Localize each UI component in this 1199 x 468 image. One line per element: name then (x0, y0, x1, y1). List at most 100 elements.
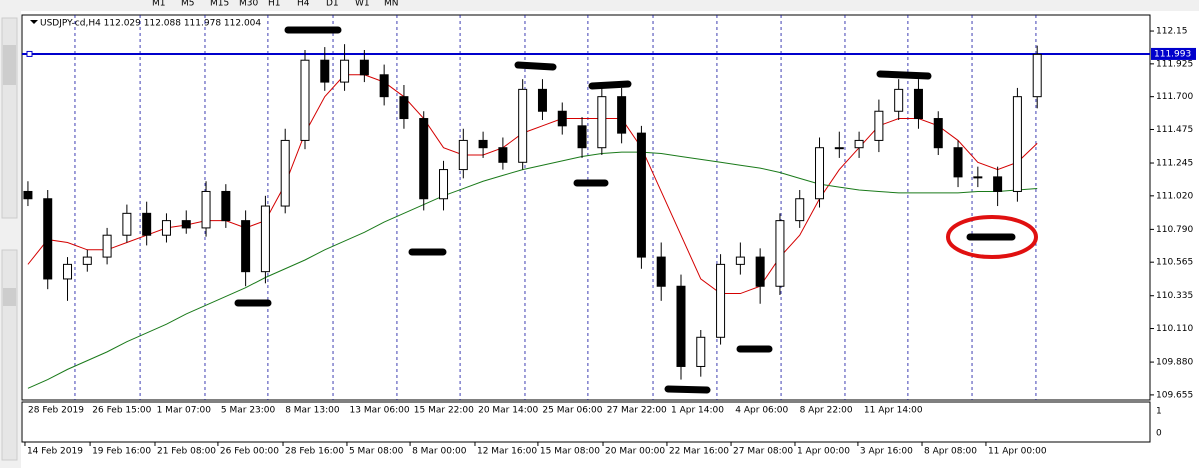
timeframe-button[interactable]: H4 (297, 0, 310, 9)
candle-body (854, 139, 864, 149)
y-tick-label: 110.565 (1156, 258, 1193, 268)
candle-body (775, 220, 785, 287)
candle-body (122, 212, 132, 236)
subwindow-time-label: 28 Feb 2019 (28, 406, 84, 416)
candle-body (834, 147, 844, 150)
candle-body (815, 147, 825, 200)
candle-body (399, 96, 409, 120)
x-tick-label: 15 Mar 08:00 (540, 447, 600, 457)
plot: 112.15 111.925 111.700 111.475 111.245 111.02… (22, 15, 1196, 457)
timeframe-button[interactable]: M1 (152, 0, 166, 9)
candle-body (676, 285, 686, 367)
candle-body (933, 118, 943, 149)
candle-body (874, 110, 884, 141)
candle-body (439, 169, 449, 200)
candle-body (518, 88, 528, 163)
candle-body (735, 256, 745, 265)
subwindow-time-label: 1 Mar 07:00 (157, 406, 212, 416)
scroll-thumb[interactable] (3, 45, 16, 85)
price-pane (21, 14, 1151, 401)
candle-body (241, 220, 251, 273)
x-tick-label: 27 Mar 08:00 (733, 447, 793, 457)
marker (514, 61, 557, 71)
subwindow-time-label: 13 Mar 06:00 (350, 406, 410, 416)
candle-body (973, 176, 983, 179)
x-tick-label: 3 Apr 16:00 (860, 447, 913, 457)
price-label: 111.993 (1154, 49, 1191, 59)
candle-body (201, 190, 211, 229)
x-tick-label: 5 Mar 08:00 (349, 447, 404, 457)
candle-body (63, 263, 73, 280)
y-tick-label: 111.700 (1156, 92, 1193, 102)
candle-body (1032, 53, 1042, 98)
candle-body (557, 110, 567, 127)
indicator-pane (21, 401, 1151, 443)
x-tick-label: 19 Feb 16:00 (92, 447, 151, 457)
x-tick-label: 21 Feb 08:00 (157, 447, 216, 457)
x-tick-label: 8 Mar 00:00 (412, 447, 467, 457)
candle-body (716, 263, 726, 338)
candle-body (419, 118, 429, 200)
timeframe-button[interactable]: H1 (268, 0, 281, 9)
timeframe-button[interactable]: W1 (355, 0, 370, 9)
subwindow-tick-label: 1 (1156, 407, 1162, 417)
subwindow-time-label: 27 Mar 22:00 (607, 406, 667, 416)
candle-body (755, 256, 765, 287)
candle-body (498, 147, 508, 163)
y-tick-label: 112.15 (1156, 27, 1188, 37)
annotations (234, 26, 1016, 394)
subwindow-time-label: 25 Mar 06:00 (542, 406, 602, 416)
x-tick-label: 8 Apr 08:00 (924, 447, 977, 457)
timeframe-button[interactable]: MN (384, 0, 399, 9)
moving-average (27, 74, 1038, 295)
y-tick-label: 110.110 (1156, 324, 1193, 334)
y-tick-label: 111.475 (1156, 125, 1193, 135)
y-tick-label: 109.655 (1156, 390, 1193, 400)
candle-body (953, 147, 963, 178)
candle-body (537, 88, 547, 112)
x-tick-label: 1 Apr 00:00 (797, 447, 850, 457)
scroll-thumb[interactable] (3, 288, 16, 306)
candle-body (656, 256, 666, 287)
x-tick-label: 12 Mar 16:00 (477, 447, 537, 457)
x-tick-label: 14 Feb 2019 (27, 447, 83, 457)
candle-body (300, 59, 310, 141)
candle-body (597, 96, 607, 149)
marker (664, 385, 711, 394)
timeframe-button[interactable]: M15 (210, 0, 229, 9)
x-tick-label: 22 Mar 16:00 (669, 447, 729, 457)
candle-body (458, 139, 468, 171)
candle-body (340, 59, 350, 83)
y-tick-label: 111.245 (1156, 159, 1193, 169)
symbol-arrow (30, 20, 38, 24)
candle-body (478, 139, 488, 149)
x-tick-label: 20 Mar 00:00 (605, 447, 665, 457)
moving-average (27, 151, 1038, 389)
candle-body (993, 176, 1003, 192)
subwindow-time-label: 15 Mar 22:00 (414, 406, 474, 416)
subwindow-time-label: 26 Feb 15:00 (92, 406, 151, 416)
timeframe-button[interactable]: M5 (181, 0, 195, 9)
candle-body (320, 59, 330, 83)
candle-body (577, 125, 587, 149)
candle-body (359, 59, 369, 76)
candle-body (23, 190, 33, 200)
subwindow-time-label: 11 Apr 14:00 (864, 406, 923, 416)
candle-body (161, 220, 171, 236)
y-tick-label: 110.335 (1156, 291, 1193, 301)
candle-body (280, 139, 290, 207)
y-tick-label: 109.880 (1156, 358, 1193, 368)
timeframe-button[interactable]: D1 (326, 0, 339, 9)
timeframe-toolbar: M1 M5 M15 M30 H1 H4 D1 W1 MN (152, 0, 399, 9)
timeframe-button[interactable]: M30 (239, 0, 258, 9)
scrollbar[interactable] (1, 249, 18, 461)
candle-body (142, 212, 152, 236)
subwindow-time-label: 8 Apr 22:00 (800, 406, 853, 416)
price-line-handle (26, 50, 33, 57)
candle-body (181, 220, 191, 229)
subwindow-time-label: 5 Mar 23:00 (221, 406, 276, 416)
candle-body (617, 96, 627, 134)
subwindow-time-label: 1 Apr 14:00 (671, 406, 724, 416)
price-label-bg (1151, 47, 1196, 60)
